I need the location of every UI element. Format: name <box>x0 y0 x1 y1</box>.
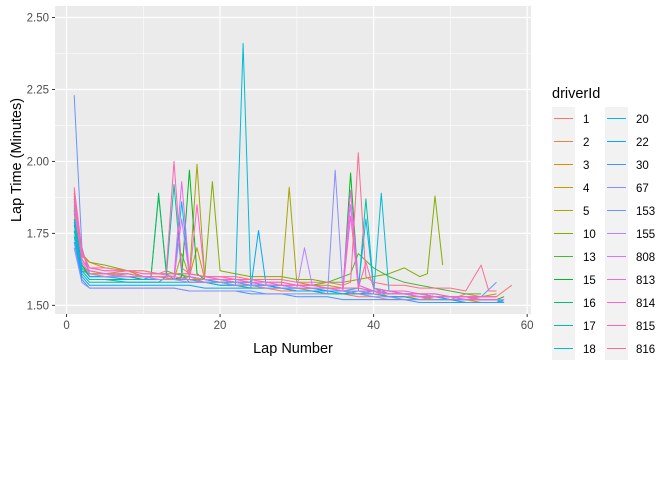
y-tick-label: 2.50 <box>27 13 49 25</box>
minor-gridlines <box>55 6 531 314</box>
series-line-814 <box>73 195 497 301</box>
legend-label-10: 10 <box>583 229 596 241</box>
legend-items: 1 2 3 4 5 10 13 15 16 17 18 20 22 30 67 153 155 808 813 814… <box>552 107 656 360</box>
legend-label-155: 155 <box>636 229 655 241</box>
x-tick-label: 40 <box>367 320 380 332</box>
y-axis-title: Lap Time (Minutes) <box>9 98 25 222</box>
legend-label-15: 15 <box>583 275 596 287</box>
series-line-815 <box>73 160 497 298</box>
y-tick-label: 2.25 <box>27 84 49 96</box>
y-tick-label: 1.50 <box>27 300 49 312</box>
legend-label-22: 22 <box>636 137 649 149</box>
x-axis-ticks: 0 20 40 60 <box>63 314 534 332</box>
legend: driverId 1 2 3 4 5 10 13 15 16 17 18 20 22 30 67 153 155… <box>552 86 656 360</box>
series-lines <box>73 42 513 303</box>
legend-label-67: 67 <box>636 183 649 195</box>
legend-label-813: 813 <box>636 275 655 287</box>
legend-label-3: 3 <box>583 160 589 172</box>
x-axis-title: Lap Number <box>253 341 333 357</box>
x-tick-label: 0 <box>63 320 69 332</box>
x-tick-label: 20 <box>214 320 227 332</box>
legend-label-816: 816 <box>636 344 655 356</box>
series-line-67 <box>73 169 497 301</box>
legend-label-16: 16 <box>583 298 596 310</box>
legend-label-5: 5 <box>583 206 589 218</box>
y-axis-ticks: 1.50 1.75 2.00 2.25 2.50 <box>27 13 55 312</box>
legend-label-17: 17 <box>583 321 596 333</box>
plot-panel <box>55 6 531 314</box>
legend-label-808: 808 <box>636 252 655 264</box>
major-gridlines <box>55 6 531 314</box>
y-tick-label: 1.75 <box>27 228 49 240</box>
legend-label-815: 815 <box>636 321 655 333</box>
legend-label-13: 13 <box>583 252 596 264</box>
legend-label-2: 2 <box>583 137 589 149</box>
legend-label-20: 20 <box>636 114 649 126</box>
x-tick-label: 60 <box>521 320 534 332</box>
legend-label-18: 18 <box>583 344 596 356</box>
legend-label-153: 153 <box>636 206 655 218</box>
legend-label-4: 4 <box>583 183 590 195</box>
legend-label-30: 30 <box>636 160 649 172</box>
legend-label-814: 814 <box>636 298 656 310</box>
y-tick-label: 2.00 <box>27 156 49 168</box>
legend-label-1: 1 <box>583 114 589 126</box>
series-line-816 <box>73 152 497 292</box>
legend-title: driverId <box>552 86 600 102</box>
